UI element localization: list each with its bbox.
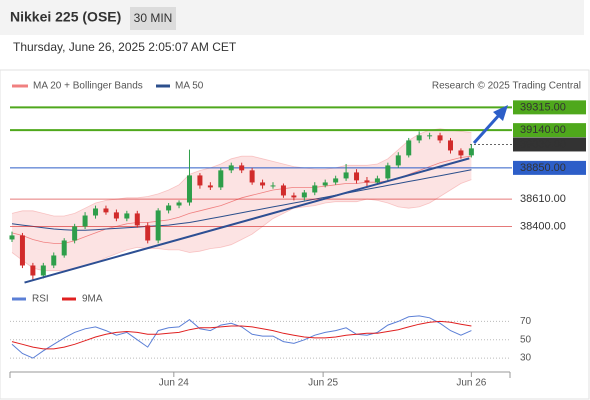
candle-body [260,182,266,186]
candle-body [291,195,297,198]
candle-body [166,205,172,211]
rsi-tick-label: 50 [520,334,532,345]
candle-body [354,172,360,181]
x-tick-label: Jun 24 [159,378,189,389]
level-label: 39030.00 [520,138,566,150]
candle-body [437,135,443,141]
legend-label: MA 50 [175,81,204,92]
level-label: 38610.00 [520,193,566,205]
candle-body [61,240,67,256]
candle-body [239,165,245,171]
candle-body [322,182,328,186]
legend-label: RSI [32,294,49,305]
upper-band [11,128,472,217]
candle-body [30,265,36,276]
bollinger-band [12,128,472,271]
candle-body [228,165,234,171]
rsi-tick-label: 30 [520,353,532,364]
trendline [24,157,470,284]
candle-body [176,202,182,206]
candle-body [72,226,78,241]
x-tick-label: Jun 25 [308,378,338,389]
rsi-line [11,320,472,350]
candle-body [406,140,412,156]
candle-body [207,185,213,188]
candle-body [468,148,474,156]
ma-line [11,169,472,231]
level-label-box [513,137,586,152]
interval-label[interactable]: 30 MIN [134,11,173,25]
candle-body [82,215,88,227]
legend-label: 9MA [82,294,103,305]
candle-body [103,208,109,213]
candle-body [427,135,433,137]
timestamp: Thursday, June 26, 2025 2:05:07 AM CET [13,40,237,54]
legend-label: MA 20 + Bollinger Bands [33,81,143,92]
candle-body [458,150,464,156]
candle-body [197,175,203,186]
candle-body [218,170,224,188]
candle-body [124,213,130,219]
rsi-tick-label: 70 [520,316,532,327]
candle-body [145,225,151,241]
candle-body [134,213,140,226]
level-label: 38850.00 [520,162,566,174]
level-label: 38400.00 [520,220,566,232]
candle-body [312,185,318,193]
candle-body [155,210,161,241]
credit: Research © 2025 Trading Central [432,81,581,92]
level-label: 39315.00 [520,101,566,113]
candle-body [280,185,286,196]
candle-body [364,180,370,183]
forecast-arrowhead [493,105,508,121]
candle-body [447,140,453,151]
interval-button[interactable] [130,7,176,30]
candle-body [249,170,255,183]
chart-frame [0,69,590,400]
candle-body [19,235,25,266]
x-tick-label: Jun 26 [456,378,486,389]
candle-body [186,175,192,203]
level-label-box [513,123,586,138]
candle-body [374,178,380,183]
rsi-line [11,315,472,359]
candle-body [395,155,401,166]
candle-body [301,192,307,198]
level-label: 39140.00 [520,124,566,136]
instrument-title: Nikkei 225 (OSE) [10,9,121,25]
header-bar [0,0,584,35]
candle-body [270,185,276,187]
candle-body [333,178,339,183]
candle-body [385,165,391,179]
candle-body [40,265,46,276]
candle-body [113,212,119,219]
candle-body [93,208,99,216]
plot: 39315.00 39140.00 39030.00 38850.00 38610.00… [9,100,586,389]
level-label-box [513,100,586,115]
level-label-box [513,160,586,175]
candle-body [51,255,57,266]
candle-body [416,135,422,141]
forecast-arrow [472,112,502,145]
candle-body [9,235,15,240]
candle-body [343,172,349,179]
